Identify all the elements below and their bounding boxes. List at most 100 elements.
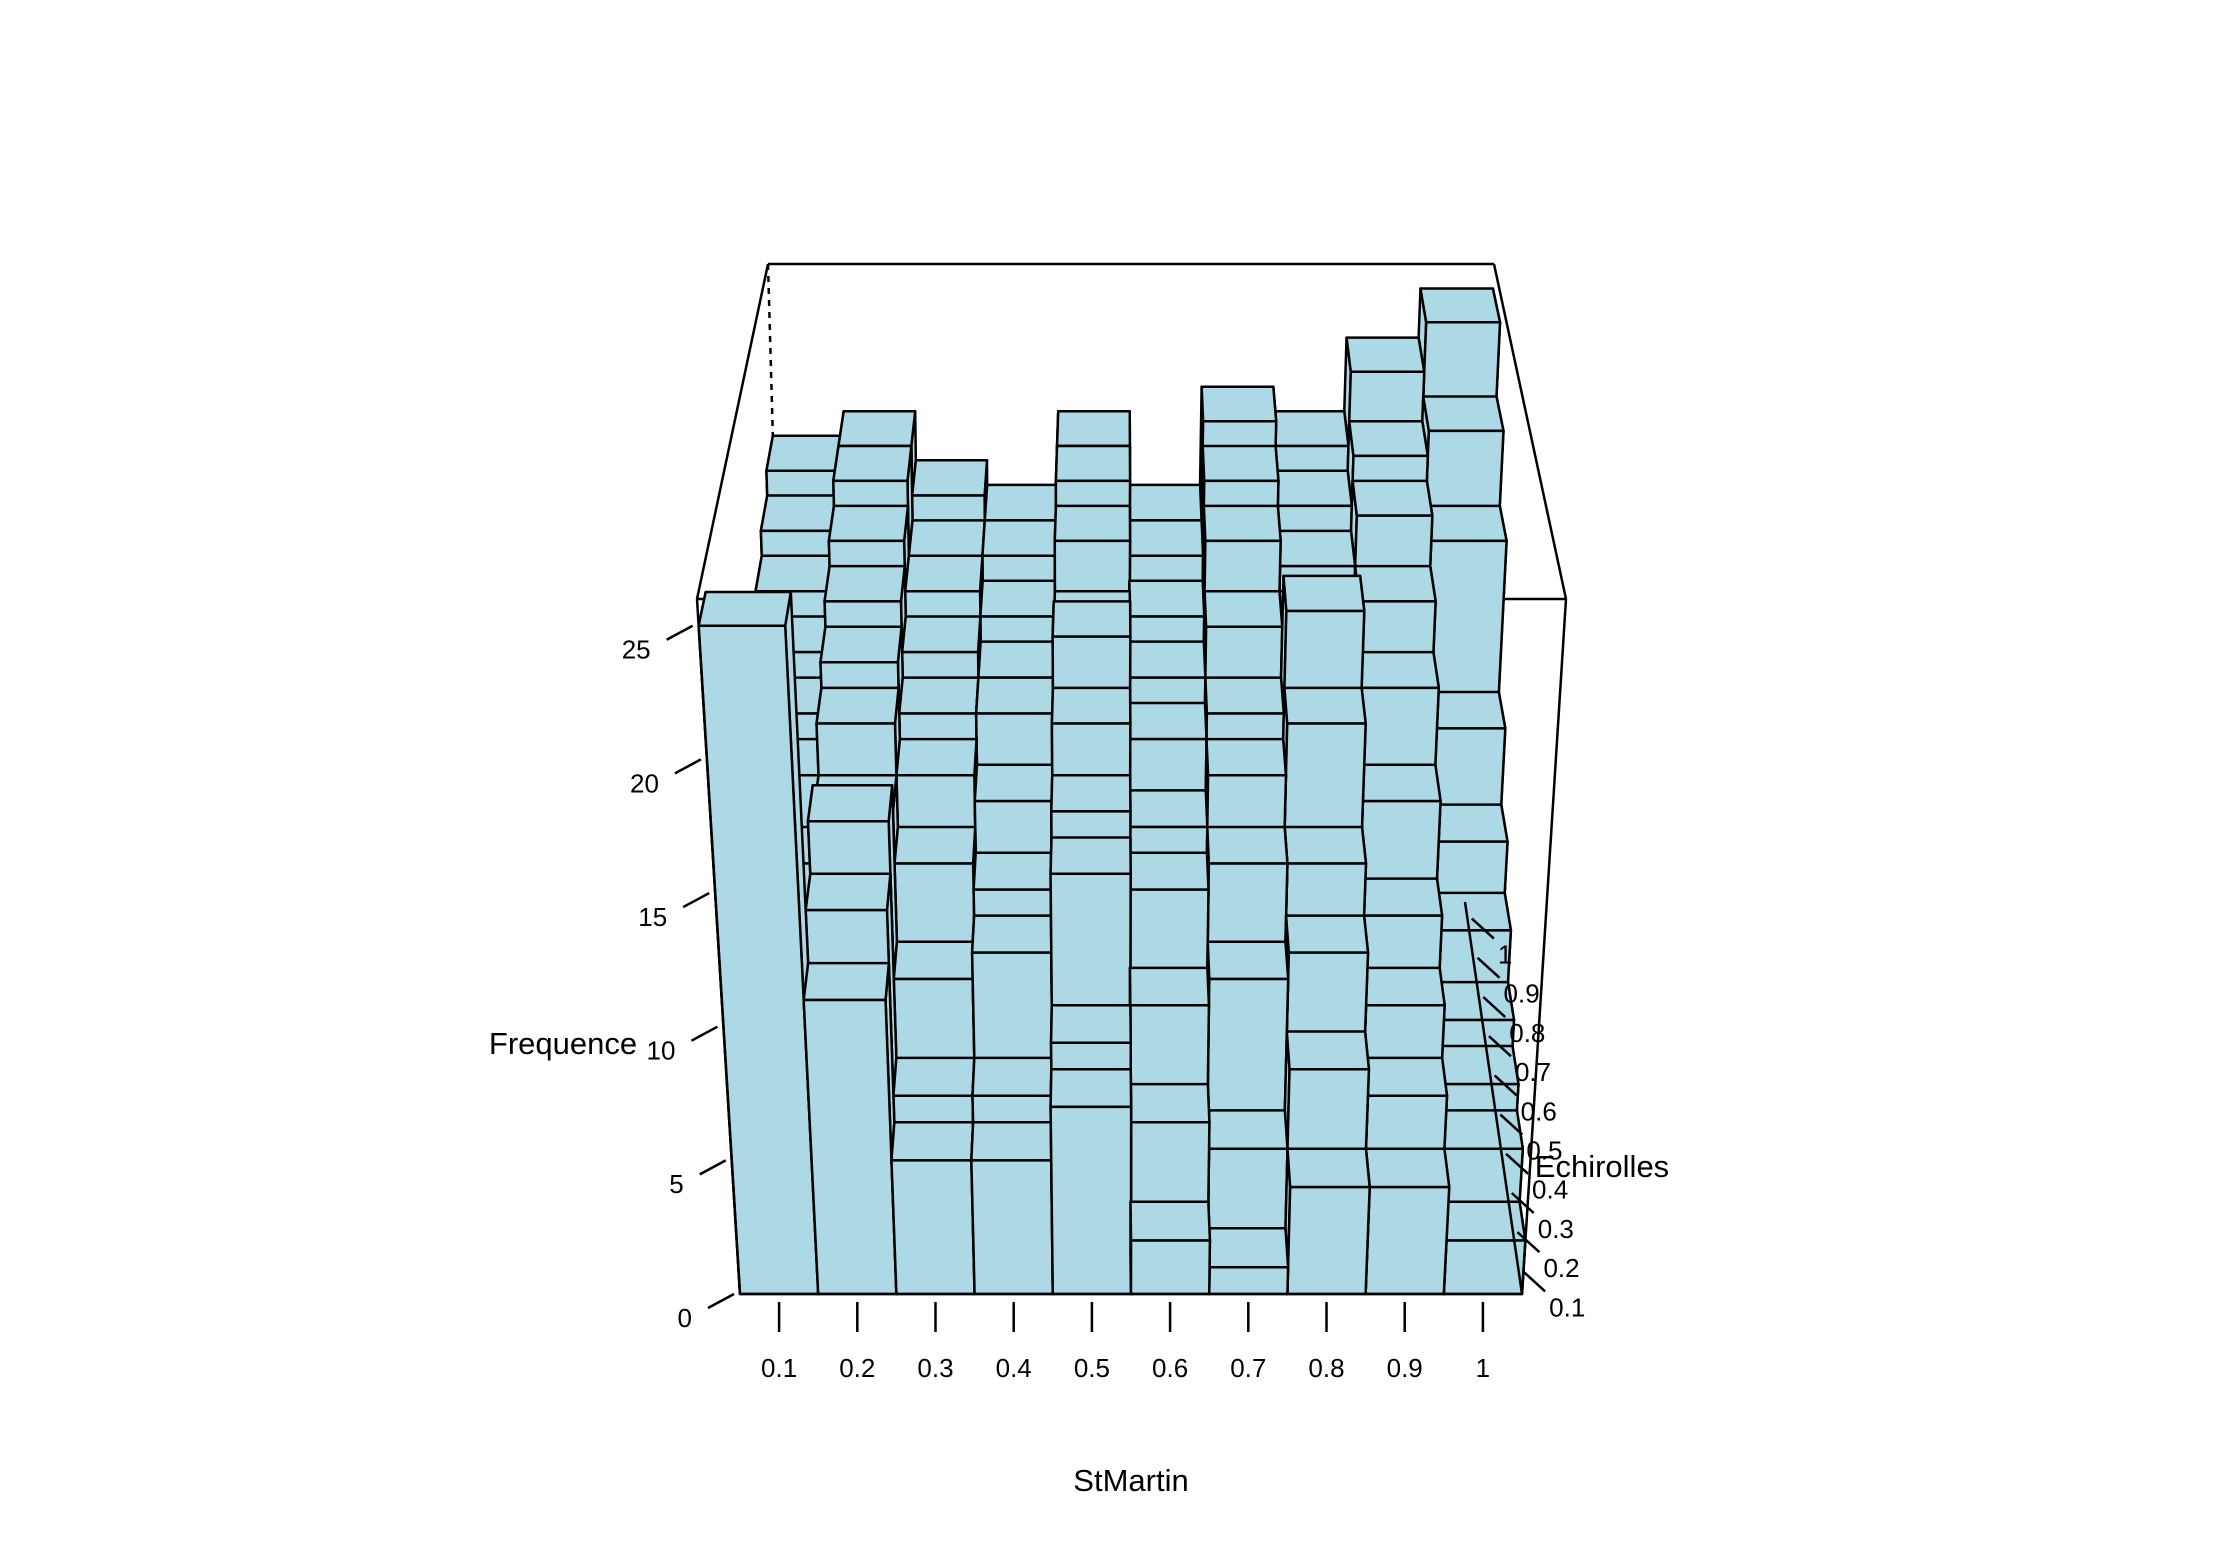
bar-front — [1442, 1239, 1527, 1296]
y-tick — [1482, 996, 1507, 1018]
x-tick-label: 0.2 — [839, 1353, 875, 1383]
bar-top — [759, 494, 841, 533]
bar-top — [1353, 564, 1437, 603]
bar-top — [1351, 479, 1434, 517]
bar-top — [1357, 763, 1442, 803]
bar-top — [907, 519, 987, 558]
bar-top — [804, 872, 892, 912]
bar-top — [1424, 504, 1508, 543]
bar-top — [1273, 469, 1354, 508]
bar-top — [972, 851, 1055, 891]
bar-top — [1271, 409, 1350, 448]
bar-top — [1127, 483, 1203, 522]
z-tick — [699, 1159, 727, 1176]
bar-top — [1200, 385, 1278, 423]
bar-top — [1050, 773, 1132, 813]
bar-top — [1356, 650, 1441, 690]
bar-top — [983, 483, 1060, 522]
z-tick — [666, 624, 694, 641]
bar-top — [1283, 686, 1367, 725]
bar-top — [977, 640, 1057, 679]
bar-top — [1206, 940, 1290, 981]
bar-top — [1422, 395, 1505, 433]
z-tick-label: 5 — [669, 1169, 683, 1199]
bar-top — [1203, 590, 1284, 628]
bar-top — [1051, 600, 1132, 638]
bar-top — [1049, 836, 1132, 876]
bar-top — [823, 564, 906, 603]
bar-top — [1202, 504, 1282, 543]
bar-top — [1364, 1147, 1451, 1189]
z-tick-label: 20 — [630, 768, 659, 798]
bar-top — [903, 554, 984, 593]
bar-front — [1129, 1239, 1212, 1296]
y-tick-label: 1 — [1498, 939, 1512, 969]
bar-top — [832, 444, 913, 483]
y-tick — [1516, 1231, 1541, 1254]
bar-top — [1049, 1067, 1133, 1109]
bar-top — [1128, 579, 1206, 618]
bar-top — [1128, 789, 1209, 829]
y-tick-label: 0.1 — [1549, 1292, 1585, 1322]
y-tick-label: 0.4 — [1532, 1175, 1568, 1205]
bar-top — [1345, 336, 1426, 374]
z-tick — [690, 1025, 719, 1042]
y-tick-label: 0.8 — [1509, 1018, 1545, 1048]
bar-top — [1283, 825, 1368, 865]
x-tick-label: 0.5 — [1074, 1353, 1110, 1383]
bar-top — [1206, 1109, 1289, 1151]
z-tick — [682, 891, 710, 909]
y-tick — [1493, 1074, 1518, 1097]
y-tick-label: 0.6 — [1521, 1096, 1557, 1126]
y-tick — [1505, 1152, 1529, 1175]
y-tick — [1499, 1113, 1524, 1136]
box-edge — [695, 263, 770, 600]
y-axis-title: Echirolles — [1535, 1149, 1669, 1184]
bar-top — [1201, 444, 1280, 483]
bar-top — [754, 554, 837, 593]
bar-front — [1207, 1266, 1290, 1296]
bar-top — [970, 1120, 1054, 1162]
bar-top — [910, 459, 989, 497]
bar-top — [1128, 1082, 1211, 1124]
bar-top — [1358, 877, 1444, 917]
bar-top — [1053, 504, 1132, 543]
bar-top — [1128, 966, 1211, 1007]
bar-front — [802, 998, 898, 1296]
x-tick-label: 0.7 — [1230, 1353, 1266, 1383]
bar-top — [893, 825, 977, 865]
box-edge — [1520, 598, 1568, 1295]
bar-top — [837, 409, 917, 448]
y-tick — [1476, 956, 1501, 979]
y-tick-label: 0.9 — [1504, 979, 1540, 1009]
z-tick — [707, 1292, 735, 1310]
y-tick — [1522, 1270, 1546, 1293]
x-axis-title: StMartin — [1073, 1463, 1188, 1498]
bar-top — [1206, 1227, 1290, 1269]
bar-top — [890, 1120, 975, 1162]
z-tick-label: 25 — [622, 635, 651, 665]
bar-front — [1286, 1185, 1371, 1296]
bar-top — [697, 590, 793, 627]
x-tick-label: 0.8 — [1308, 1353, 1344, 1383]
bar-top — [973, 763, 1055, 803]
bar-top — [1276, 529, 1357, 568]
bar-top — [1129, 1200, 1212, 1242]
bar-top — [1284, 914, 1370, 954]
bar-top — [802, 961, 891, 1002]
x-tick-label: 0.9 — [1387, 1353, 1423, 1383]
bar-top — [1362, 1056, 1449, 1097]
bar-top — [1128, 701, 1208, 741]
bar-top — [1054, 444, 1132, 483]
bar-top — [815, 686, 900, 725]
bar-top — [1285, 1030, 1371, 1071]
x-tick-label: 0.1 — [761, 1353, 797, 1383]
bar-top — [979, 579, 1058, 618]
bar-top — [1204, 676, 1286, 715]
bar-top — [892, 1056, 976, 1097]
y-tick-label: 0.2 — [1543, 1253, 1579, 1283]
x-tick-label: 1 — [1476, 1353, 1490, 1383]
z-tick-label: 0 — [678, 1303, 692, 1333]
bar-top — [1049, 1004, 1133, 1044]
